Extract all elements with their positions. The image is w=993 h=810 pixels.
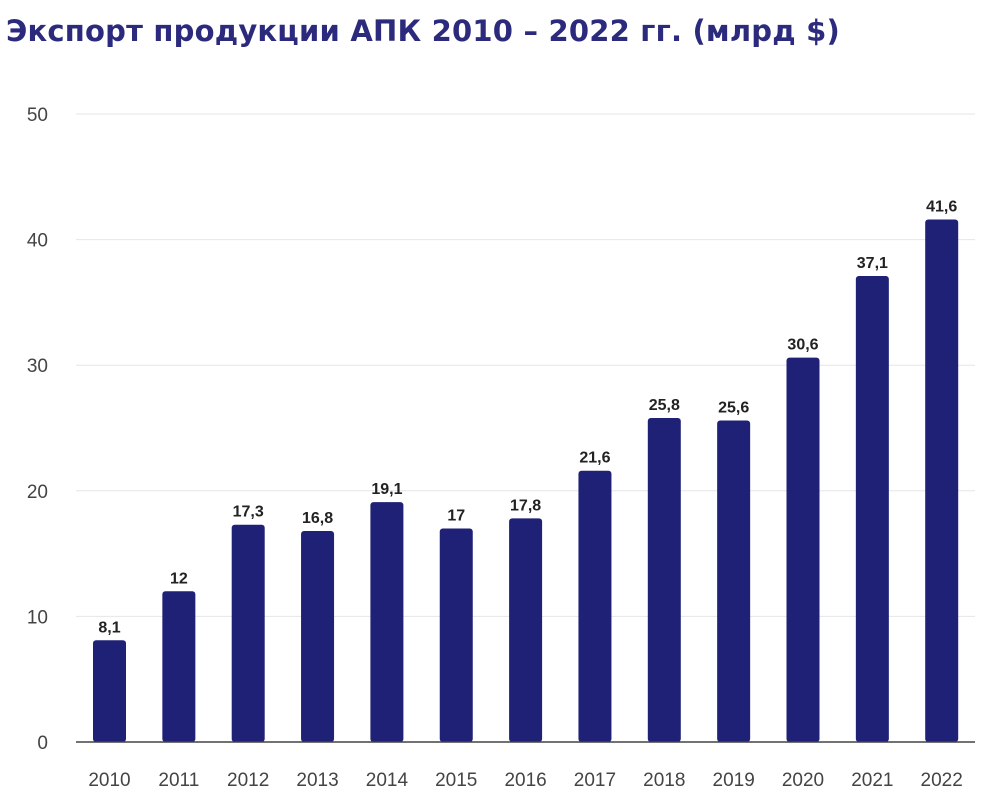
- data-label: 25,6: [718, 399, 749, 416]
- x-tick-label: 2010: [88, 770, 130, 791]
- y-tick-label: 0: [37, 733, 48, 754]
- data-label: 41,6: [926, 199, 957, 216]
- bar-2011: [162, 591, 196, 742]
- y-tick-label: 10: [27, 607, 48, 628]
- x-tick-label: 2017: [574, 770, 616, 791]
- x-tick-label: 2015: [435, 770, 477, 791]
- data-label: 37,1: [857, 255, 888, 272]
- bar-2015: [439, 528, 473, 742]
- data-label: 17,3: [233, 504, 264, 521]
- bar-2022: [925, 219, 959, 742]
- x-tick-label: 2014: [366, 770, 409, 791]
- x-tick-label: 2016: [504, 770, 546, 791]
- bar-2018: [647, 417, 681, 742]
- y-tick-label: 40: [27, 231, 48, 252]
- x-tick-label: 2012: [227, 770, 269, 791]
- data-label: 17,8: [510, 497, 541, 514]
- bar-2021: [855, 276, 889, 742]
- chart-title: Экспорт продукции АПК 2010 – 2022 гг. (м…: [6, 14, 840, 48]
- x-tick-label: 2022: [921, 770, 963, 791]
- data-label: 16,8: [302, 510, 333, 527]
- y-tick-label: 50: [27, 105, 48, 126]
- x-tick-label: 2018: [643, 770, 685, 791]
- x-tick-label: 2011: [158, 770, 199, 791]
- data-label: 30,6: [787, 337, 818, 354]
- data-label: 19,1: [371, 481, 402, 498]
- x-tick-label: 2013: [296, 770, 338, 791]
- bar-2012: [231, 524, 265, 742]
- x-tick-label: 2021: [851, 770, 893, 791]
- bar-2016: [509, 518, 543, 742]
- bar-2014: [370, 502, 404, 742]
- y-tick-label: 30: [27, 356, 48, 377]
- data-label: 21,6: [579, 450, 610, 467]
- data-label: 8,1: [98, 619, 120, 636]
- bar-2020: [786, 357, 820, 742]
- data-label: 25,8: [649, 397, 680, 414]
- bar-2019: [717, 420, 751, 742]
- y-tick-label: 20: [27, 482, 48, 503]
- x-tick-label: 2019: [713, 770, 755, 791]
- data-label: 12: [170, 570, 188, 587]
- data-label: 17: [447, 507, 465, 524]
- bar-2013: [301, 530, 335, 742]
- bar-2010: [93, 640, 126, 742]
- bar-2017: [578, 470, 612, 742]
- x-tick-label: 2020: [782, 770, 824, 791]
